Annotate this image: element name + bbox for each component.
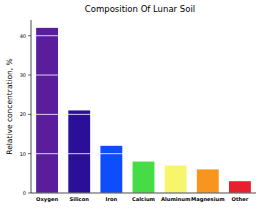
- y-tick-label: 20: [20, 111, 26, 117]
- y-tick-label: 30: [20, 72, 26, 78]
- x-tick-label: Calcium: [132, 196, 155, 202]
- y-tick: [28, 193, 31, 194]
- x-tick-label: Iron: [105, 196, 117, 202]
- grid-line: [31, 193, 256, 194]
- y-tick-label: 10: [20, 151, 26, 157]
- title: Composition Of Lunar Soil: [85, 4, 195, 14]
- bar: [133, 162, 155, 193]
- x-axis: [31, 193, 256, 194]
- bar: [68, 110, 90, 193]
- bar: [100, 146, 122, 193]
- bar: [229, 181, 251, 193]
- bar: [165, 165, 187, 193]
- grid-line: [31, 35, 256, 36]
- y-tick-label: 0: [23, 190, 26, 196]
- bar: [36, 28, 58, 193]
- y-tick-label: 40: [20, 33, 26, 39]
- y-tick: [28, 75, 31, 76]
- y-tick: [28, 35, 31, 36]
- y-axis-label: Relative concentration, %: [5, 58, 14, 154]
- grid-line: [31, 114, 256, 115]
- chart: Composition Of Lunar Soil Relative concen…: [0, 0, 260, 211]
- y-tick: [28, 114, 31, 115]
- y-axis: [31, 20, 32, 193]
- grid-line: [31, 75, 256, 76]
- x-tick-label: Oxygen: [36, 196, 58, 203]
- x-tick-label: Aluminum: [161, 196, 190, 202]
- bars: [31, 28, 256, 193]
- x-tick-label: Silicon: [70, 196, 90, 202]
- grid-line: [31, 153, 256, 154]
- x-tick-label: Other: [232, 196, 249, 202]
- x-tick-label: Magnesium: [191, 196, 225, 203]
- bar: [197, 169, 219, 193]
- y-tick: [28, 153, 31, 154]
